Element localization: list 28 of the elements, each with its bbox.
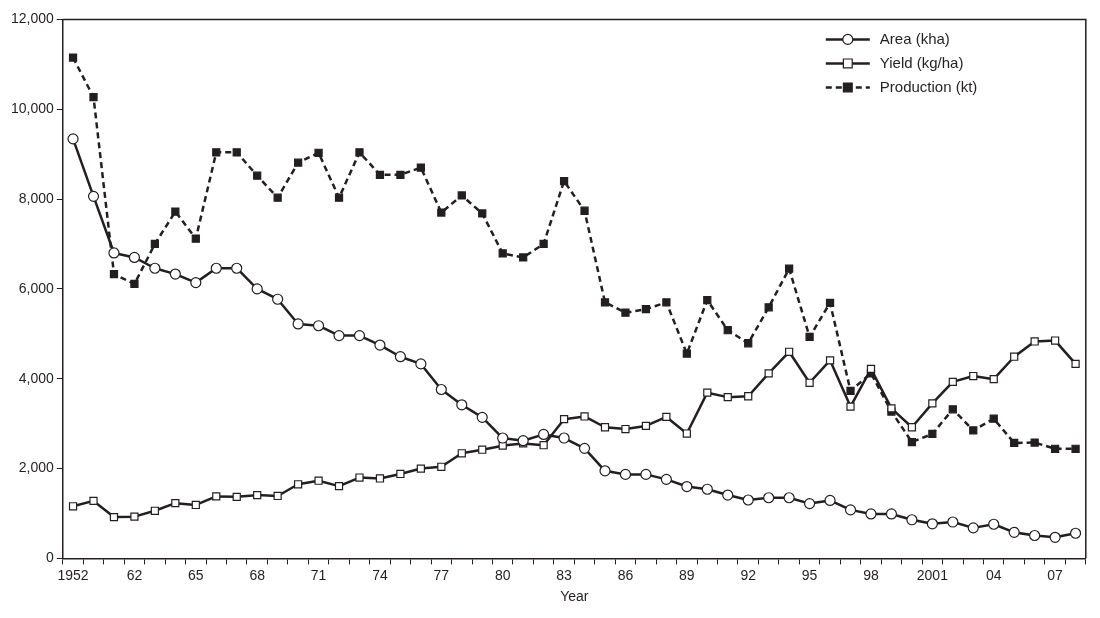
y-tick-label: 4,000 (18, 369, 55, 386)
x-tick-label: 83 (556, 566, 573, 583)
y-tick-label: 6,000 (18, 279, 55, 296)
x-tick-label: 07 (1047, 566, 1064, 583)
legend-label: Area (kha) (879, 29, 950, 47)
x-tick-label: 2001 (916, 566, 949, 583)
x-tick-label: 68 (249, 566, 266, 583)
y-tick-label: 2,000 (18, 459, 55, 476)
legend-label: Production (kt) (879, 77, 978, 95)
x-tick-label: 74 (372, 566, 388, 583)
x-tick-label: 80 (494, 566, 511, 583)
x-tick-label: 71 (310, 566, 327, 583)
x-tick-label: 89 (679, 566, 695, 583)
x-tick-label: 98 (863, 566, 879, 583)
x-tick-label: 62 (126, 566, 143, 583)
x-tick-label: 92 (740, 566, 757, 583)
y-tick-label: 12,000 (10, 10, 55, 27)
x-tick-label: 95 (801, 566, 818, 583)
y-tick-label: 8,000 (18, 189, 55, 206)
x-tick-label: 65 (188, 566, 204, 583)
x-tick-label: 77 (433, 566, 450, 583)
y-tick-label: 0 (46, 549, 55, 566)
x-axis-title: Year (560, 588, 589, 605)
y-tick-label: 10,000 (10, 100, 55, 117)
x-tick-label: 04 (985, 566, 1002, 583)
legend-label: Yield (kg/ha) (879, 53, 964, 71)
x-tick-label: 86 (617, 566, 634, 583)
x-tick-label: 1952 (57, 566, 89, 583)
